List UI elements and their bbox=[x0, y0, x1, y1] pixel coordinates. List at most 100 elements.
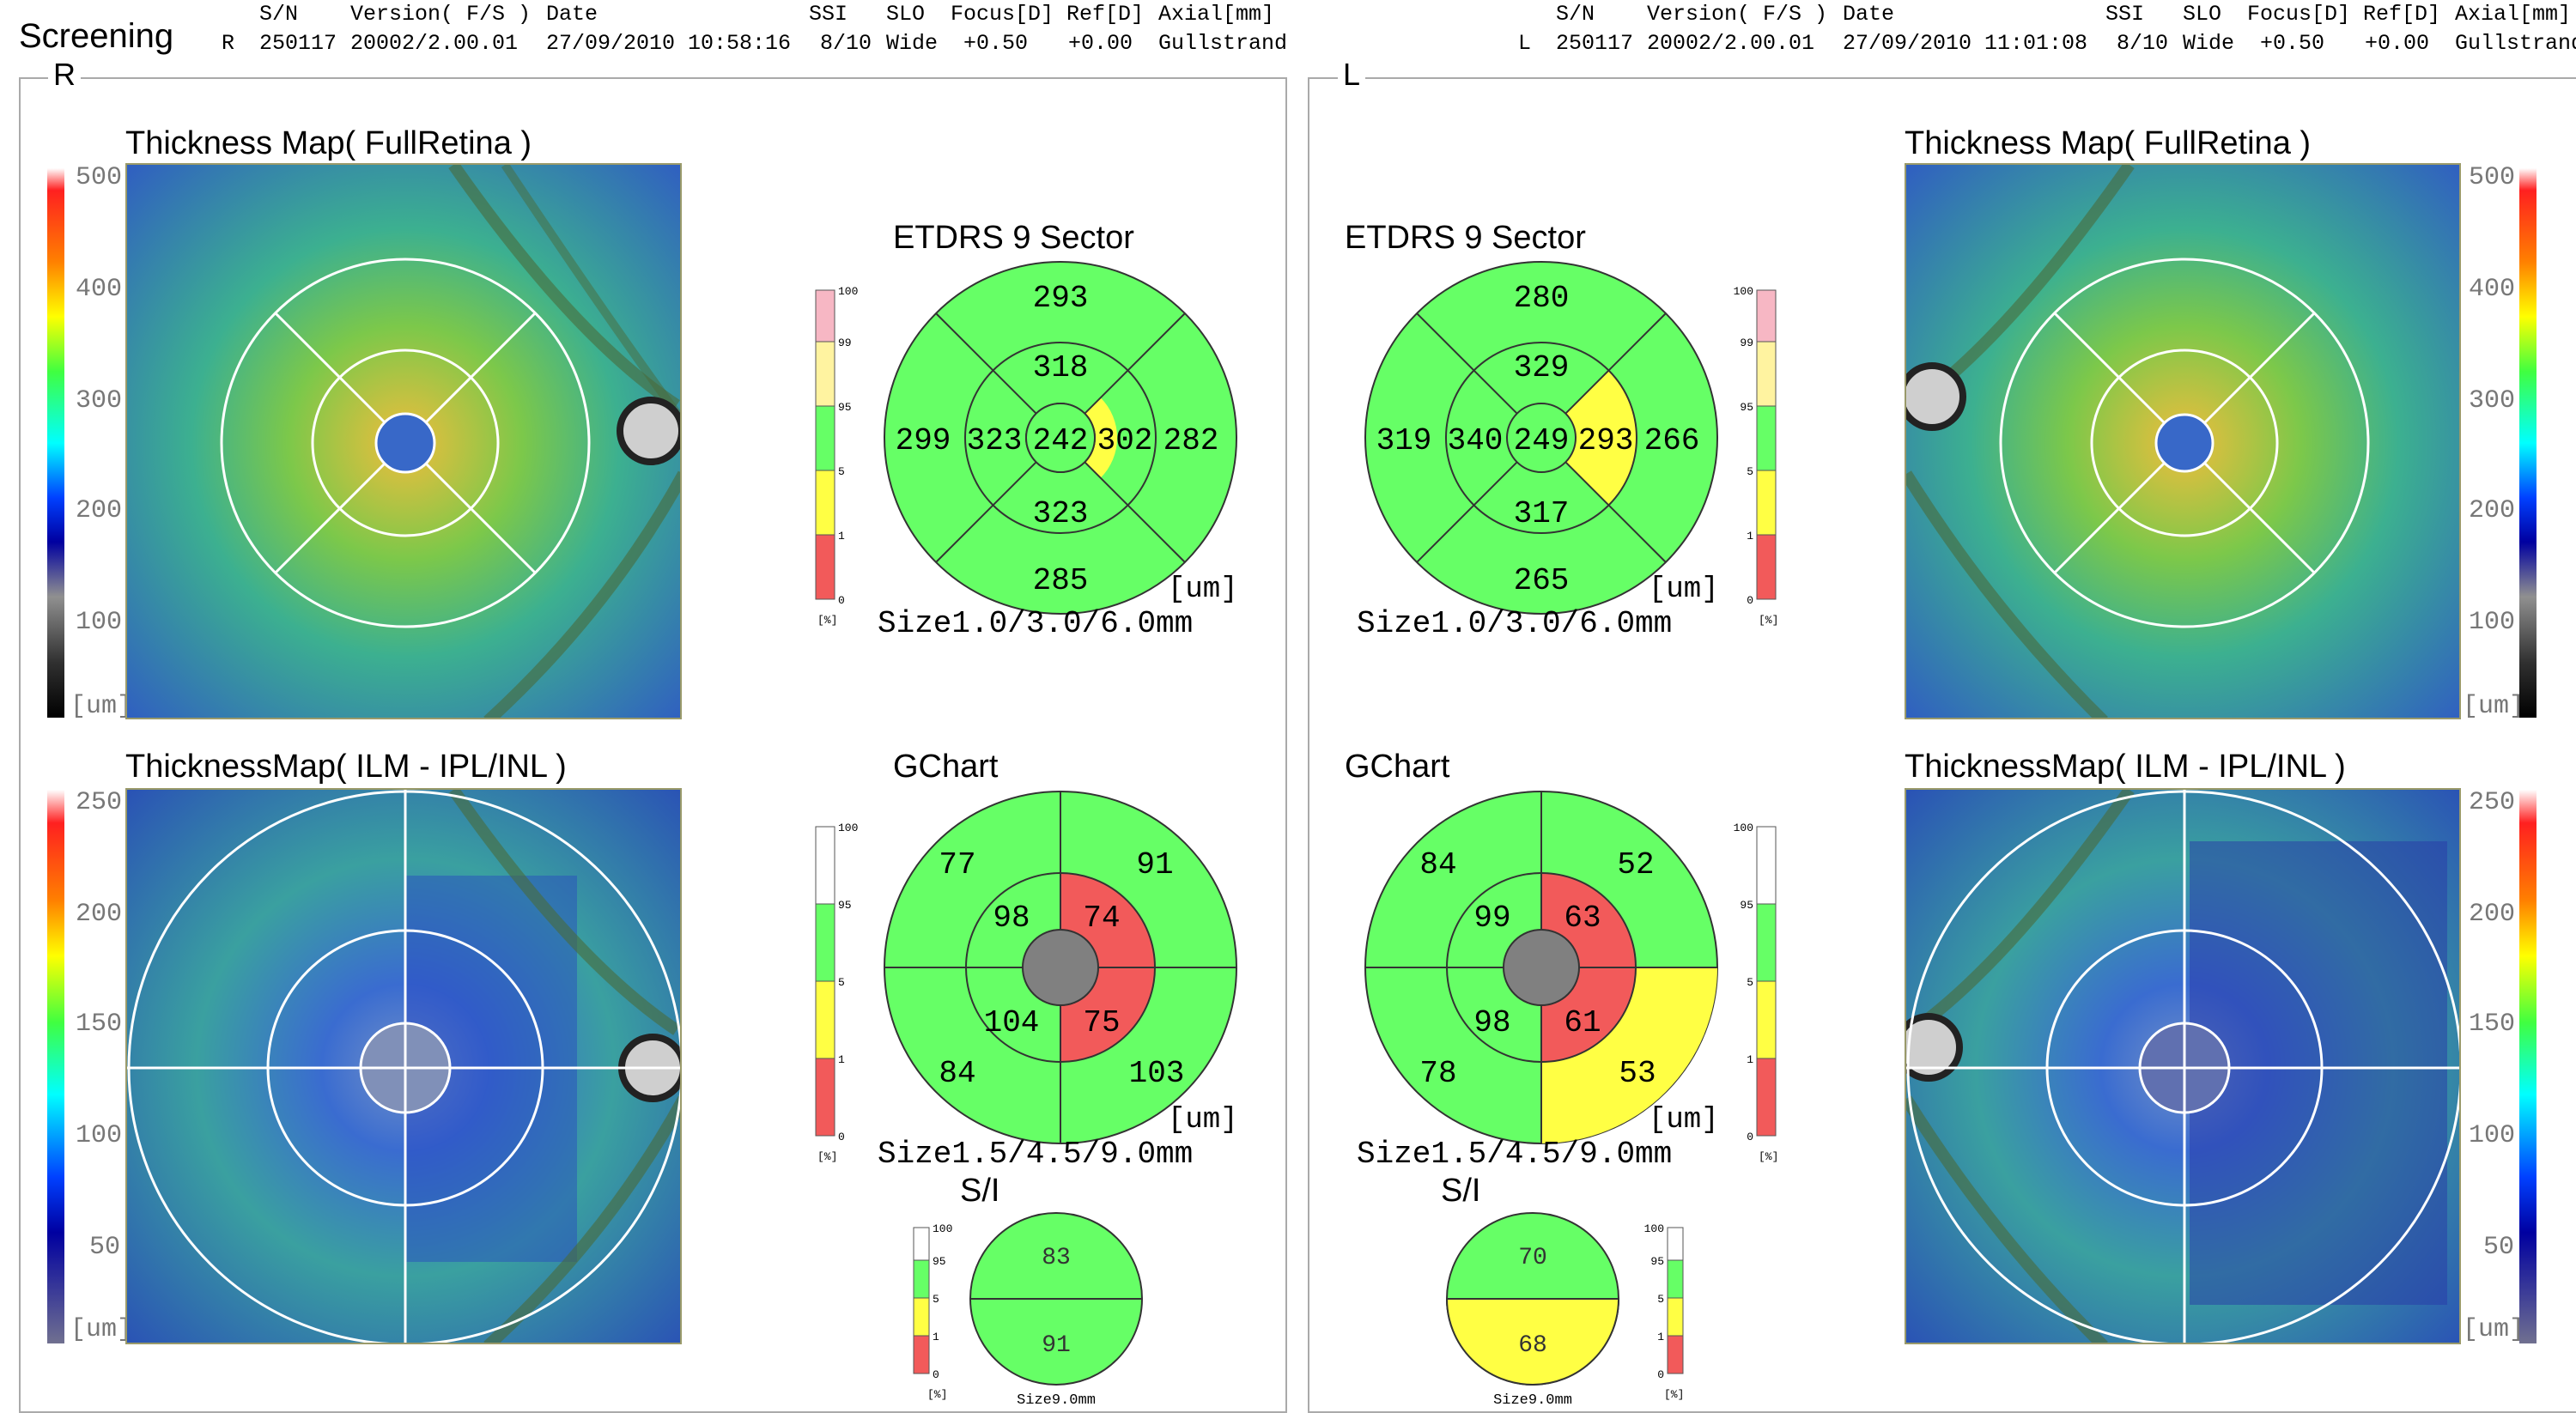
cbar-tick: [um] bbox=[2463, 692, 2525, 721]
hdr-ssi-label: SSI bbox=[809, 2, 848, 27]
cbar-tick: [um] bbox=[70, 1315, 133, 1344]
gchart-sn-out: 91 bbox=[1136, 847, 1173, 882]
etdrs-outer-sup: 293 bbox=[1033, 281, 1089, 316]
scale-pct: [%] bbox=[927, 1388, 947, 1401]
etdrs-inner-sup: 329 bbox=[1514, 350, 1570, 385]
right-etdrs-scale: 100 99 95 5 1 0 [%] bbox=[815, 285, 858, 627]
hdr-slo: Wide bbox=[886, 31, 939, 56]
scale-tick: 95 bbox=[933, 1255, 946, 1268]
right-gchart-scale: 100 95 5 1 0 [%] bbox=[815, 822, 858, 1163]
cbar-tick: 100 bbox=[76, 608, 123, 637]
cbar-tick: 200 bbox=[76, 496, 123, 525]
app-title: Screening bbox=[19, 17, 174, 55]
etdrs-inner-tmp: 340 bbox=[1448, 423, 1504, 458]
scale-tick: 0 bbox=[838, 1131, 845, 1143]
left-si-title: S/I bbox=[1441, 1173, 1481, 1209]
scale-tick: 5 bbox=[933, 1293, 939, 1306]
right-gchart-um: [um] bbox=[1168, 1104, 1238, 1137]
scale-tick: 1 bbox=[1747, 530, 1753, 543]
scale-tick: 100 bbox=[1734, 285, 1753, 298]
scale-tick: 100 bbox=[1734, 822, 1753, 834]
left-gchart-size: Size1.5/4.5/9.0mm bbox=[1357, 1137, 1673, 1172]
right-eye-label: R bbox=[48, 57, 81, 93]
etdrs-inner-nas: 293 bbox=[1578, 423, 1634, 458]
cbar-tick: 250 bbox=[2469, 788, 2516, 817]
hdr-side: L bbox=[1518, 31, 1532, 56]
gchart-sn-in: 74 bbox=[1083, 901, 1120, 936]
gchart-sn-in: 63 bbox=[1564, 901, 1601, 936]
cbar-tick: 150 bbox=[2469, 1010, 2516, 1039]
etdrs-inner-inf: 323 bbox=[1033, 496, 1089, 531]
gchart-in-out: 53 bbox=[1619, 1056, 1656, 1091]
cbar-tick: 200 bbox=[76, 900, 123, 929]
etdrs-outer-sup: 280 bbox=[1514, 281, 1570, 316]
hdr-side: R bbox=[222, 31, 235, 56]
cbar-tick: 250 bbox=[76, 788, 123, 817]
cbar-tick: 300 bbox=[2469, 386, 2516, 415]
left-etdrs-size: Size1.0/3.0/6.0mm bbox=[1357, 606, 1673, 641]
cbar-tick: 50 bbox=[2483, 1233, 2515, 1262]
scale-tick: 5 bbox=[838, 465, 845, 478]
right-gchart-title: GChart bbox=[893, 749, 999, 785]
cbar-tick: 300 bbox=[76, 386, 123, 415]
left-gchart-um: [um] bbox=[1649, 1104, 1719, 1137]
hdr-ref-label: Ref[D] bbox=[2363, 2, 2441, 27]
cbar-tick: 50 bbox=[89, 1233, 121, 1262]
scale-tick: 1 bbox=[933, 1331, 939, 1343]
si-inf: 68 bbox=[1518, 1332, 1547, 1359]
left-thickness-full-map bbox=[1905, 163, 2461, 719]
scale-tick: 100 bbox=[838, 822, 858, 834]
hdr-slo-label: SLO bbox=[2183, 2, 2222, 27]
left-etdrs-chart: 249 329 293 317 340 280 266 265 319 bbox=[1364, 261, 1718, 615]
hdr-slo-label: SLO bbox=[886, 2, 926, 27]
scale-tick: 1 bbox=[838, 1053, 845, 1066]
left-colorbar-full bbox=[2519, 168, 2537, 718]
scale-tick: 99 bbox=[838, 337, 852, 349]
scale-tick: 95 bbox=[838, 401, 852, 414]
si-sup: 70 bbox=[1518, 1245, 1547, 1271]
right-thickness-ilm-map bbox=[125, 788, 682, 1344]
cbar-tick: 400 bbox=[2469, 275, 2516, 304]
left-etdrs-scale: 100 99 95 5 1 0 [%] bbox=[1734, 285, 1779, 627]
left-thickness-ilm-title: ThicknessMap( ILM - IPL/INL ) bbox=[1905, 749, 2346, 785]
scale-tick: 100 bbox=[933, 1222, 952, 1235]
hdr-ref-label: Ref[D] bbox=[1066, 2, 1145, 27]
cbar-tick: [um] bbox=[2463, 1315, 2525, 1344]
si-sup: 83 bbox=[1042, 1245, 1071, 1271]
left-eye-label: L bbox=[1338, 57, 1366, 93]
scale-tick: 1 bbox=[838, 530, 845, 543]
right-gchart-size: Size1.5/4.5/9.0mm bbox=[878, 1137, 1194, 1172]
hdr-version-label: Version( F/S ) bbox=[1647, 2, 1828, 27]
scale-tick: 1 bbox=[1747, 1053, 1753, 1066]
etdrs-center: 249 bbox=[1514, 423, 1570, 458]
hdr-ref: +0.00 bbox=[1068, 31, 1133, 56]
cbar-tick: 500 bbox=[76, 163, 123, 192]
hdr-date: 27/09/2010 11:01:08 bbox=[1843, 31, 2088, 56]
gchart-it-out: 78 bbox=[1419, 1056, 1456, 1091]
hdr-ssi-label: SSI bbox=[2105, 2, 2145, 27]
hdr-sn-label: S/N bbox=[1556, 2, 1595, 27]
scale-tick: 0 bbox=[1657, 1368, 1664, 1381]
cbar-tick: 100 bbox=[2469, 1121, 2516, 1150]
etdrs-inner-sup: 318 bbox=[1033, 350, 1089, 385]
cbar-tick: 150 bbox=[76, 1010, 123, 1039]
hdr-date: 27/09/2010 10:58:16 bbox=[546, 31, 792, 56]
cbar-tick: 400 bbox=[76, 275, 123, 304]
scale-pct: [%] bbox=[1759, 614, 1778, 627]
etdrs-inner-nas: 302 bbox=[1097, 423, 1153, 458]
gchart-st-in: 98 bbox=[993, 901, 1030, 936]
scale-tick: 95 bbox=[838, 899, 852, 912]
hdr-date-label: Date bbox=[1843, 2, 1895, 27]
si-inf: 91 bbox=[1042, 1332, 1071, 1359]
left-gchart-title: GChart bbox=[1345, 749, 1450, 785]
hdr-focus: +0.50 bbox=[963, 31, 1029, 56]
hdr-sn: 250117 bbox=[259, 31, 337, 56]
gchart-it-in: 98 bbox=[1473, 1005, 1510, 1040]
etdrs-outer-tmp: 319 bbox=[1376, 423, 1432, 458]
right-si-title: S/I bbox=[960, 1173, 1000, 1209]
scale-tick: 0 bbox=[933, 1368, 939, 1381]
hdr-ref: +0.00 bbox=[2365, 31, 2430, 56]
right-gchart: 77 91 84 103 98 74 104 75 bbox=[884, 791, 1237, 1144]
hdr-date-label: Date bbox=[546, 2, 598, 27]
cbar-tick: 100 bbox=[2469, 608, 2516, 637]
